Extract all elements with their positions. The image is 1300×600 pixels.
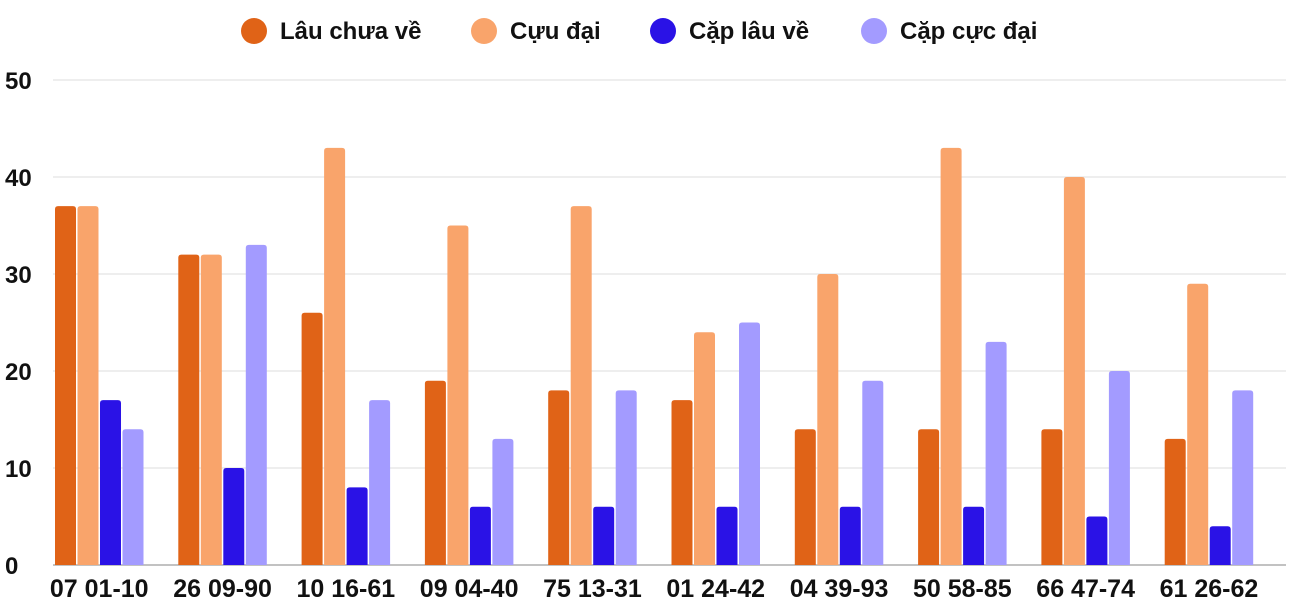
legend: Lâu chưa về Cựu đại Cặp lâu về Cặp cực đại (241, 18, 1037, 45)
legend-swatch (241, 18, 267, 44)
bar (817, 274, 839, 565)
bar (1063, 177, 1085, 565)
bar (739, 322, 760, 565)
legend-item: Lâu chưa về (241, 18, 421, 45)
bar (671, 400, 693, 565)
bar (716, 506, 738, 565)
legend-swatch (471, 18, 497, 44)
legend-item: Cặp lâu về (650, 18, 809, 45)
x-category-label: 26 09-90 (173, 575, 272, 600)
bar (1187, 283, 1209, 565)
x-category-label: 75 13-31 (543, 575, 642, 600)
y-tick-label: 0 (5, 553, 18, 580)
y-tick-label: 40 (5, 165, 32, 192)
legend-label: Cựu đại (510, 18, 601, 45)
x-category-label: 61 26-62 (1160, 575, 1259, 600)
bar (593, 506, 615, 565)
bar (570, 206, 592, 565)
bar (963, 506, 985, 565)
bar (55, 206, 76, 565)
legend-item: Cặp cực đại (861, 18, 1037, 45)
bar (694, 332, 715, 565)
bar (200, 254, 222, 565)
bar (492, 438, 514, 565)
x-axis-category-labels: 07 01-10 26 09-90 10 16-61 09 04-40 75 13-31… (50, 575, 1258, 600)
bar (122, 429, 144, 565)
bar (178, 254, 200, 565)
bar (447, 225, 469, 565)
bar (346, 487, 368, 565)
y-tick-label: 50 (5, 68, 32, 95)
legend-swatch (650, 18, 676, 44)
x-category-label: 04 39-93 (790, 575, 889, 600)
bar (615, 390, 637, 565)
bar (1164, 438, 1186, 565)
x-category-label: 07 01-10 (50, 575, 149, 600)
bar (1041, 429, 1063, 565)
bar (985, 341, 1007, 565)
bar (77, 206, 99, 565)
x-category-label: 09 04-40 (420, 575, 519, 600)
y-axis-tick-labels: 0 10 20 30 40 50 (5, 68, 32, 580)
x-category-label: 50 58-85 (913, 575, 1012, 600)
legend-swatch (861, 18, 887, 44)
y-tick-label: 20 (5, 359, 32, 386)
bar (794, 429, 816, 565)
x-category-label: 10 16-61 (296, 575, 395, 600)
bar (223, 468, 245, 565)
bar (469, 506, 491, 565)
legend-label: Cặp lâu về (689, 18, 809, 45)
y-tick-label: 10 (5, 456, 32, 483)
bar (548, 390, 570, 565)
x-category-label: 01 24-42 (666, 575, 765, 600)
legend-label: Cặp cực đại (900, 18, 1037, 45)
x-category-label: 66 47-74 (1036, 575, 1135, 600)
bar (940, 147, 962, 565)
bar (245, 244, 267, 565)
bar (1108, 371, 1130, 565)
legend-item: Cựu đại (471, 18, 601, 45)
bar (839, 506, 861, 565)
bar (918, 429, 940, 565)
bar (100, 400, 121, 565)
y-tick-label: 30 (5, 262, 32, 289)
bar (1086, 516, 1108, 565)
bars (55, 147, 1254, 565)
legend-label: Lâu chưa về (280, 18, 421, 45)
bar (1209, 526, 1231, 565)
bar (301, 312, 323, 565)
bar (862, 380, 884, 565)
bar (1232, 390, 1254, 565)
bar (369, 400, 391, 565)
bar (324, 147, 346, 565)
bar (424, 380, 446, 565)
